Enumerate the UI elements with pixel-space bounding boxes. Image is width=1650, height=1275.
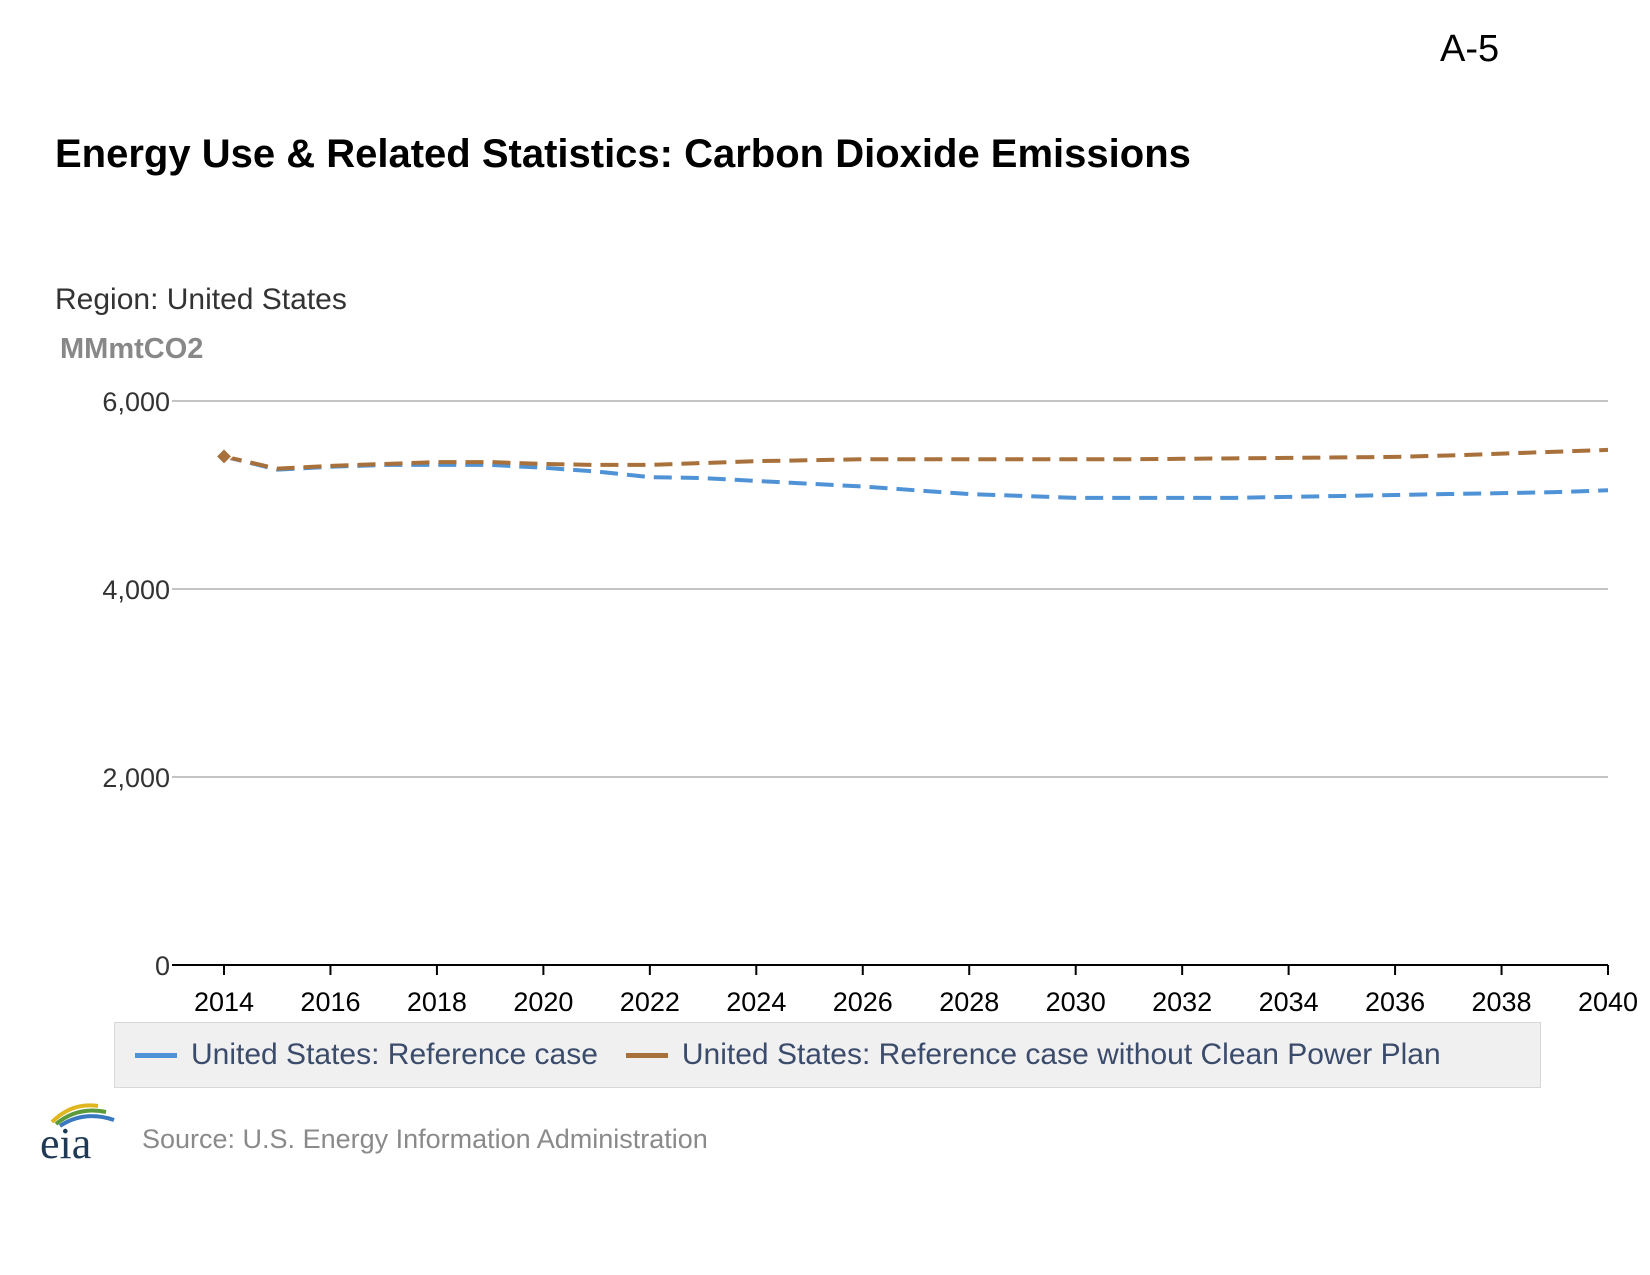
source-note: Source: U.S. Energy Information Administ… xyxy=(142,1124,708,1154)
x-tick-label: 2030 xyxy=(1046,987,1106,1017)
legend-label-reference: United States: Reference case xyxy=(191,1038,598,1071)
x-tick-label: 2034 xyxy=(1259,987,1319,1017)
y-tick-label: 6,000 xyxy=(102,387,170,417)
series-lines xyxy=(214,447,1609,500)
legend-swatch-reference xyxy=(135,1052,177,1058)
series-line-0 xyxy=(223,454,1609,500)
page-label: A-5 xyxy=(1440,28,1500,70)
eia-logo[interactable]: eia xyxy=(38,1098,118,1162)
x-tick-label: 2016 xyxy=(300,987,360,1017)
legend-item-reference[interactable]: United States: Reference case xyxy=(135,1038,598,1072)
x-tick-label: 2026 xyxy=(833,987,893,1017)
line-chart: 0 2,000 4,000 6,000 2014 2016 2018 2020 2022 202… xyxy=(102,387,1638,1017)
x-axis: 2014 2016 2018 2020 2022 2024 2026 2028 2030 2032… xyxy=(172,964,1638,1017)
x-tick-label: 2038 xyxy=(1471,987,1531,1017)
chart-subtitle: Region: United States xyxy=(55,283,347,316)
logo-arc-green xyxy=(54,1108,107,1126)
series-line-1 xyxy=(223,447,1609,471)
y-tick-labels: 0 2,000 4,000 6,000 xyxy=(102,387,170,981)
y-gridlines xyxy=(172,400,1608,778)
x-tick-label: 2018 xyxy=(407,987,467,1017)
x-tick-label: 2032 xyxy=(1152,987,1212,1017)
logo-text: eia xyxy=(40,1119,91,1162)
legend-item-without-cpp[interactable]: United States: Reference case without Cl… xyxy=(625,1038,1441,1072)
x-tick-label: 2028 xyxy=(939,987,999,1017)
legend-label-without-cpp: United States: Reference case without Cl… xyxy=(681,1038,1441,1071)
series-point-marker xyxy=(214,447,234,466)
logo-arc-blue xyxy=(58,1114,115,1128)
x-tick-label: 2014 xyxy=(194,987,254,1017)
chart-title: Energy Use & Related Statistics: Carbon … xyxy=(55,132,1191,176)
legend: United States: Reference case United Sta… xyxy=(114,1022,1541,1088)
y-tick-label: 2,000 xyxy=(102,763,170,793)
y-tick-label: 4,000 xyxy=(102,575,170,605)
logo-arc-yellow xyxy=(50,1103,99,1124)
x-tick-label: 2020 xyxy=(513,987,573,1017)
y-axis-label: MMmtCO2 xyxy=(60,333,204,365)
y-tick-label: 0 xyxy=(155,951,170,981)
x-tick-label: 2040 xyxy=(1578,987,1638,1017)
x-tick-label: 2024 xyxy=(726,987,786,1017)
legend-swatch-without-cpp xyxy=(625,1052,668,1058)
x-tick-label: 2022 xyxy=(620,987,680,1017)
x-tick-label: 2036 xyxy=(1365,987,1425,1017)
